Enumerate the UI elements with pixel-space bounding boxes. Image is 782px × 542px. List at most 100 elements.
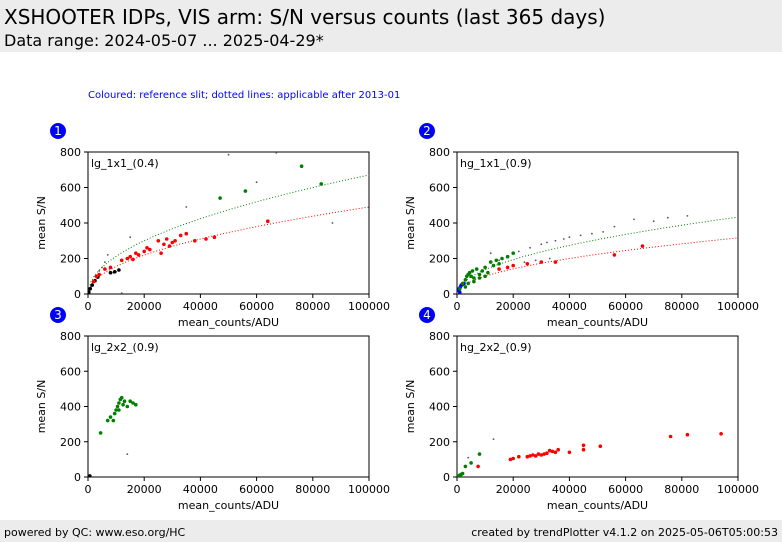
data-point-green: [483, 274, 487, 279]
x-tick-label: 100000: [348, 483, 390, 496]
data-point-red: [553, 260, 558, 264]
data-point-red: [145, 246, 149, 250]
y-tick-label: 0: [74, 288, 81, 301]
y-tick-label: 200: [60, 253, 81, 266]
x-tick-label: 100000: [348, 300, 390, 313]
x-axis-label: mean_counts/ADU: [178, 316, 279, 329]
legend-note: Coloured: reference slit; dotted lines: …: [88, 90, 401, 101]
data-point-grey: [686, 215, 689, 217]
data-point-green: [114, 408, 118, 412]
data-point-red: [204, 237, 208, 241]
data-point-grey: [467, 456, 470, 459]
data-point-red: [528, 454, 532, 458]
page-title: XSHOOTER IDPs, VIS arm: S/N versus count…: [4, 5, 606, 29]
data-point-green: [112, 411, 117, 416]
x-tick-label: 80000: [664, 300, 699, 313]
y-tick-label: 400: [429, 401, 450, 414]
y-axis-label: mean S/N: [404, 196, 417, 250]
data-point-green: [98, 431, 103, 435]
data-point-green: [119, 395, 124, 400]
plot-frame: [87, 335, 370, 478]
data-point-grey: [227, 153, 230, 156]
data-point-grey: [548, 257, 551, 260]
plot-number-badge: [50, 123, 66, 139]
data-point-green: [472, 276, 476, 280]
data-point-red: [508, 457, 513, 462]
data-point-red: [476, 464, 480, 469]
data-point-green: [466, 281, 471, 286]
data-point-red: [193, 239, 197, 243]
data-point-grey: [275, 152, 278, 154]
fit-curve-red: [88, 206, 369, 294]
y-tick-label: 400: [60, 401, 81, 414]
data-point-red: [581, 443, 586, 448]
data-point-green: [463, 464, 468, 469]
data-point-green: [477, 272, 482, 277]
data-point-red: [547, 448, 552, 453]
data-point-red: [142, 249, 146, 254]
data-point-green: [472, 279, 476, 284]
data-point-red: [184, 231, 189, 236]
x-tick-label: 40000: [552, 483, 587, 496]
data-point-red: [668, 434, 673, 439]
data-point-grey: [517, 250, 520, 253]
x-tick-label: 40000: [552, 300, 587, 313]
data-point-red: [170, 240, 175, 245]
data-point-red: [134, 251, 138, 255]
x-tick-label: 0: [85, 300, 92, 313]
data-point-red: [173, 239, 177, 243]
y-axis-label: mean S/N: [35, 380, 48, 434]
data-point-red: [159, 251, 163, 255]
data-point-grey: [129, 236, 132, 239]
footer-created-by: created by trendPlotter v4.1.2 on 2025-0…: [471, 526, 778, 539]
data-point-grey: [120, 292, 123, 294]
data-point-red: [108, 265, 113, 270]
data-point-red: [542, 452, 546, 456]
data-point-red: [162, 242, 166, 247]
data-point-black: [90, 283, 94, 287]
data-point-red: [525, 262, 530, 266]
x-tick-label: 80000: [295, 483, 330, 496]
data-point-red: [539, 260, 544, 264]
data-point-red: [533, 454, 538, 458]
header-bar: XSHOOTER IDPs, VIS arm: S/N versus count…: [0, 0, 782, 52]
data-point-grey: [602, 231, 604, 233]
data-point-green: [511, 251, 515, 255]
data-point-grey: [652, 220, 655, 223]
data-point-red: [156, 239, 161, 243]
data-point-green: [115, 404, 120, 409]
data-point-green: [121, 402, 125, 407]
x-tick-label: 0: [85, 483, 92, 496]
data-point-grey: [101, 266, 103, 269]
data-point-green: [477, 452, 482, 456]
data-point-red: [212, 235, 217, 239]
plot-frame: [87, 151, 370, 295]
data-point-grey: [633, 218, 635, 221]
y-tick-label: 600: [60, 182, 81, 195]
y-tick-label: 600: [429, 182, 450, 195]
data-point-green: [467, 270, 472, 275]
data-point-green: [470, 269, 475, 273]
data-point-green: [460, 281, 465, 286]
plot-frame: [456, 335, 739, 478]
y-tick-label: 0: [443, 288, 450, 301]
plot-number-label: 1: [54, 124, 62, 138]
data-point-grey: [579, 234, 582, 237]
plot-series-label: hg_2x2_(0.9): [460, 341, 532, 354]
plot-number-label: 4: [423, 308, 431, 322]
data-point-black: [108, 270, 113, 275]
plot-number-badge: [50, 307, 66, 323]
data-point-red: [553, 450, 558, 455]
y-tick-label: 800: [429, 330, 450, 343]
x-tick-label: 100000: [717, 300, 759, 313]
data-point-green: [486, 270, 490, 275]
data-point-red: [640, 244, 645, 248]
data-point-red: [131, 257, 135, 262]
data-point-red: [550, 449, 555, 454]
data-point-green: [460, 471, 465, 476]
x-tick-label: 80000: [664, 483, 699, 496]
data-point-grey: [492, 438, 495, 440]
data-point-black: [88, 474, 92, 477]
x-tick-label: 0: [454, 300, 461, 313]
